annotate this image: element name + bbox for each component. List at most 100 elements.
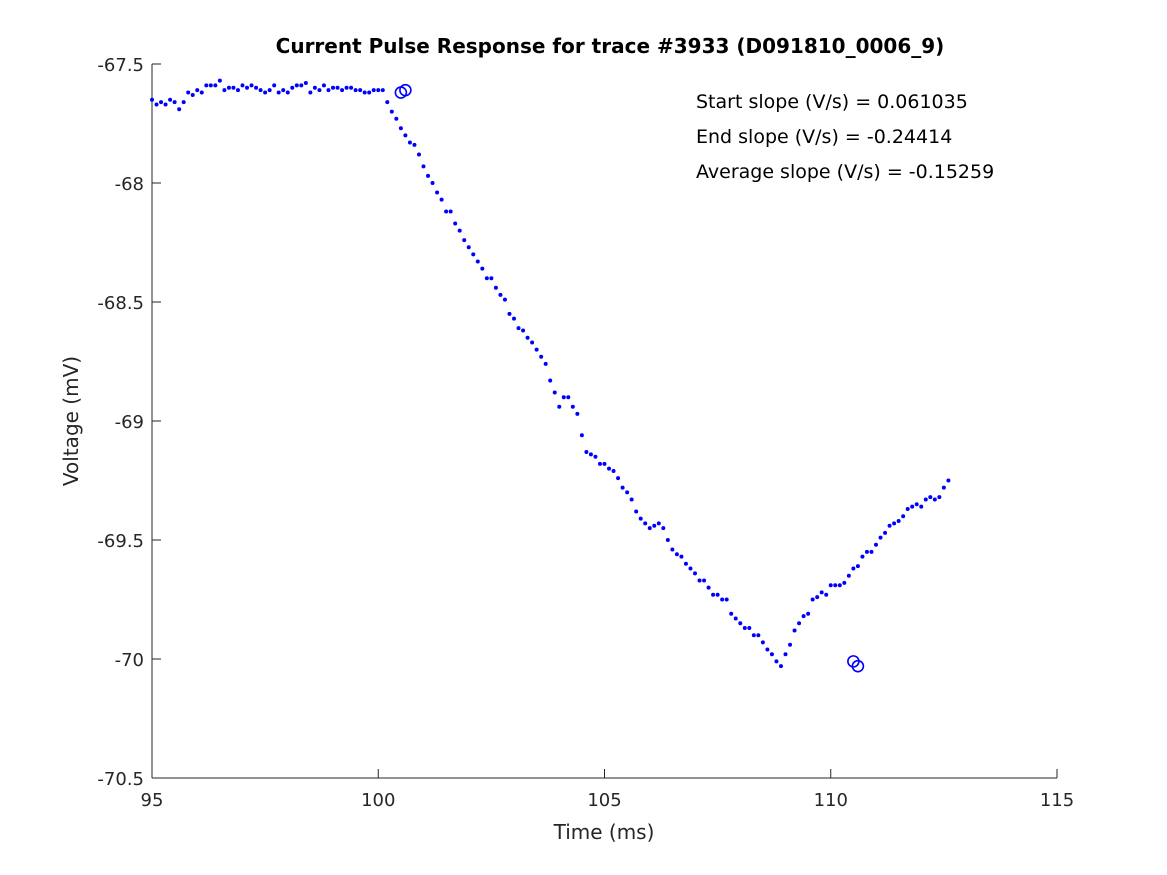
data-point (602, 461, 607, 466)
data-point (493, 285, 498, 290)
chart-title: Current Pulse Response for trace #3933 (… (276, 34, 945, 58)
data-point (711, 592, 716, 597)
data-point (842, 580, 847, 585)
data-point (616, 476, 621, 481)
data-point (665, 538, 670, 542)
y-tick-label: -69 (115, 412, 144, 433)
data-point (783, 652, 788, 657)
data-point (670, 547, 675, 552)
data-point (720, 597, 725, 602)
data-point (620, 485, 625, 490)
y-axis-label: Voltage (mV) (59, 356, 83, 486)
data-point (349, 85, 354, 90)
data-point (353, 88, 358, 93)
data-point (724, 597, 729, 602)
data-point (652, 523, 657, 528)
data-point (258, 88, 263, 93)
data-point (792, 628, 797, 633)
data-point (855, 564, 860, 569)
data-point (679, 554, 684, 559)
data-point (471, 252, 476, 257)
data-point (276, 90, 281, 95)
data-point (937, 495, 942, 500)
data-point (403, 133, 408, 138)
data-point (335, 85, 340, 90)
data-point (774, 659, 779, 664)
data-point (778, 664, 783, 669)
data-point (919, 504, 924, 509)
data-point (412, 142, 417, 147)
data-point (502, 297, 507, 302)
data-point (344, 85, 349, 90)
data-point (733, 616, 738, 621)
data-point (177, 107, 182, 112)
data-point (638, 516, 643, 521)
data-point (661, 526, 666, 531)
data-point (389, 109, 394, 114)
data-point (706, 585, 711, 590)
data-point (896, 518, 901, 523)
data-point (453, 221, 458, 226)
data-point (267, 88, 272, 93)
data-point (570, 404, 575, 409)
data-point (448, 209, 453, 214)
data-point (656, 521, 661, 526)
data-point (222, 88, 227, 93)
data-point (199, 90, 204, 95)
data-point (186, 90, 191, 95)
data-point (245, 85, 250, 90)
data-point (932, 497, 937, 502)
data-point (584, 449, 589, 454)
data-point (181, 100, 186, 105)
data-point (756, 633, 761, 638)
data-point (385, 100, 390, 105)
slope-annotations: Start slope (V/s) = 0.061035 End slope (… (696, 91, 994, 183)
data-point (769, 652, 774, 657)
data-point (788, 642, 793, 647)
data-point (249, 83, 254, 88)
data-point (358, 88, 363, 93)
data-point (928, 495, 933, 500)
data-point (407, 140, 412, 145)
data-point (263, 90, 268, 95)
slope-marker (399, 83, 412, 97)
end-slope-annotation: End slope (V/s) = -0.24414 (696, 126, 952, 148)
data-point (543, 361, 548, 366)
data-point (362, 90, 367, 95)
data-point (588, 452, 593, 457)
data-point (299, 83, 304, 88)
x-tick-label: 95 (141, 790, 164, 811)
data-point (516, 326, 521, 331)
data-point (801, 614, 806, 619)
data-point (819, 590, 824, 595)
data-point (308, 90, 313, 95)
data-point (751, 633, 756, 638)
data-point (914, 502, 919, 507)
data-point (806, 611, 811, 616)
data-point (326, 88, 331, 93)
data-point (530, 340, 535, 345)
data-point (421, 164, 426, 169)
data-point (674, 552, 679, 557)
data-point (340, 88, 345, 93)
data-point (765, 647, 770, 652)
data-point (290, 85, 295, 90)
data-point (747, 626, 752, 631)
data-point (611, 468, 616, 473)
data-point (439, 197, 444, 202)
y-tick-label: -69.5 (97, 531, 144, 552)
x-tick-label: 100 (361, 790, 395, 811)
data-point (150, 97, 154, 102)
data-point (380, 88, 385, 93)
data-point (204, 83, 209, 88)
data-point (168, 97, 173, 102)
data-point (376, 88, 381, 93)
data-point (833, 583, 838, 588)
data-point (235, 88, 240, 93)
data-point (217, 78, 222, 83)
x-tick-label: 105 (587, 790, 621, 811)
data-point (810, 597, 815, 602)
data-point (901, 514, 906, 519)
y-tick-label: -67.5 (97, 55, 144, 76)
